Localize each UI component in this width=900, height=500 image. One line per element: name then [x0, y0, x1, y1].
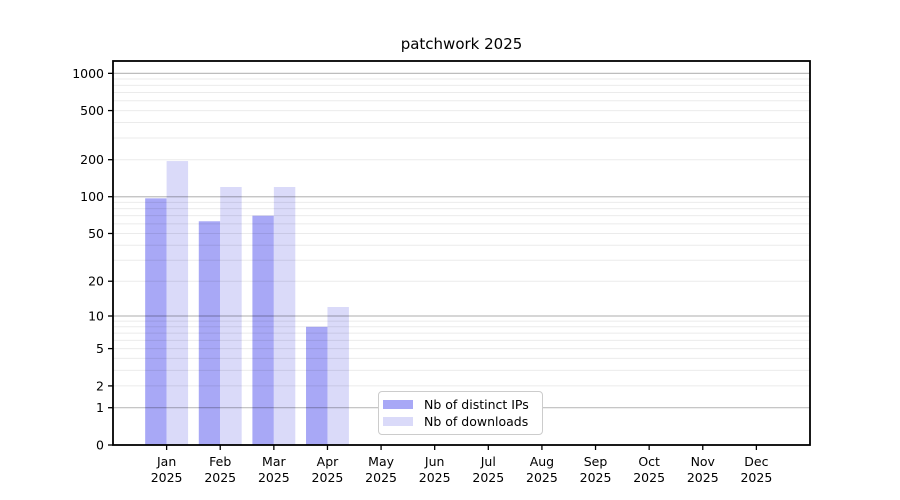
x-tick-label: Apr 2025 [312, 454, 344, 485]
y-tick-label: 5 [96, 341, 104, 356]
x-tick-label: Jun 2025 [419, 454, 451, 485]
x-tick-label: Dec 2025 [740, 454, 772, 485]
bar-downloads-apr [327, 307, 349, 445]
bar-distinct-ips-apr [306, 326, 328, 445]
x-tick-label: Sep 2025 [580, 454, 612, 485]
bar-downloads-jan [166, 161, 189, 445]
legend-item-downloads: Nb of downloads [383, 414, 538, 430]
x-tick-label: Jan 2025 [151, 454, 183, 485]
y-tick-label: 50 [88, 226, 104, 241]
bar-distinct-ips-feb [198, 221, 221, 445]
x-axis: Jan 2025 Feb 2025 Mar 2025 Apr 2025 May 2025 Jun 20… [151, 445, 772, 485]
legend-swatch-downloads [383, 417, 413, 426]
x-tick-label: Aug 2025 [526, 454, 558, 485]
y-tick-label: 500 [80, 103, 104, 118]
y-tick-label: 2 [96, 378, 104, 393]
legend-item-distinct-ips: Nb of distinct IPs [383, 397, 538, 413]
legend-label-downloads: Nb of downloads [424, 413, 529, 429]
x-tick-label: Mar 2025 [258, 454, 290, 485]
x-tick-label: Jul 2025 [472, 454, 504, 485]
legend-swatch-distinct-ips [383, 400, 413, 409]
x-tick-label: Nov 2025 [687, 454, 719, 485]
bar-downloads-feb [220, 187, 242, 445]
y-tick-label: 0 [96, 438, 104, 453]
x-tick-label: Feb 2025 [204, 454, 236, 485]
legend: Nb of distinct IPs Nb of downloads [378, 391, 543, 435]
bars [145, 161, 349, 445]
x-tick-label: Oct 2025 [633, 454, 665, 485]
y-axis: 0 1 2 5 10 20 50 100 200 500 1000 [72, 66, 113, 453]
y-tick-label: 200 [80, 152, 104, 167]
plot-border [112, 60, 811, 446]
bar-distinct-ips-jan [145, 198, 167, 445]
bar-distinct-ips-mar [252, 215, 274, 445]
y-tick-label: 100 [80, 189, 104, 204]
chart-title: patchwork 2025 [400, 35, 523, 53]
minor-gridlines [113, 78, 810, 387]
y-tick-label: 10 [88, 309, 104, 324]
bar-downloads-mar [273, 187, 296, 445]
x-tick-label: May 2025 [365, 454, 397, 485]
legend-label-distinct-ips: Nb of distinct IPs [424, 396, 529, 412]
y-tick-label: 1000 [72, 66, 104, 81]
y-tick-label: 1 [96, 400, 104, 415]
y-tick-label: 20 [88, 274, 104, 289]
